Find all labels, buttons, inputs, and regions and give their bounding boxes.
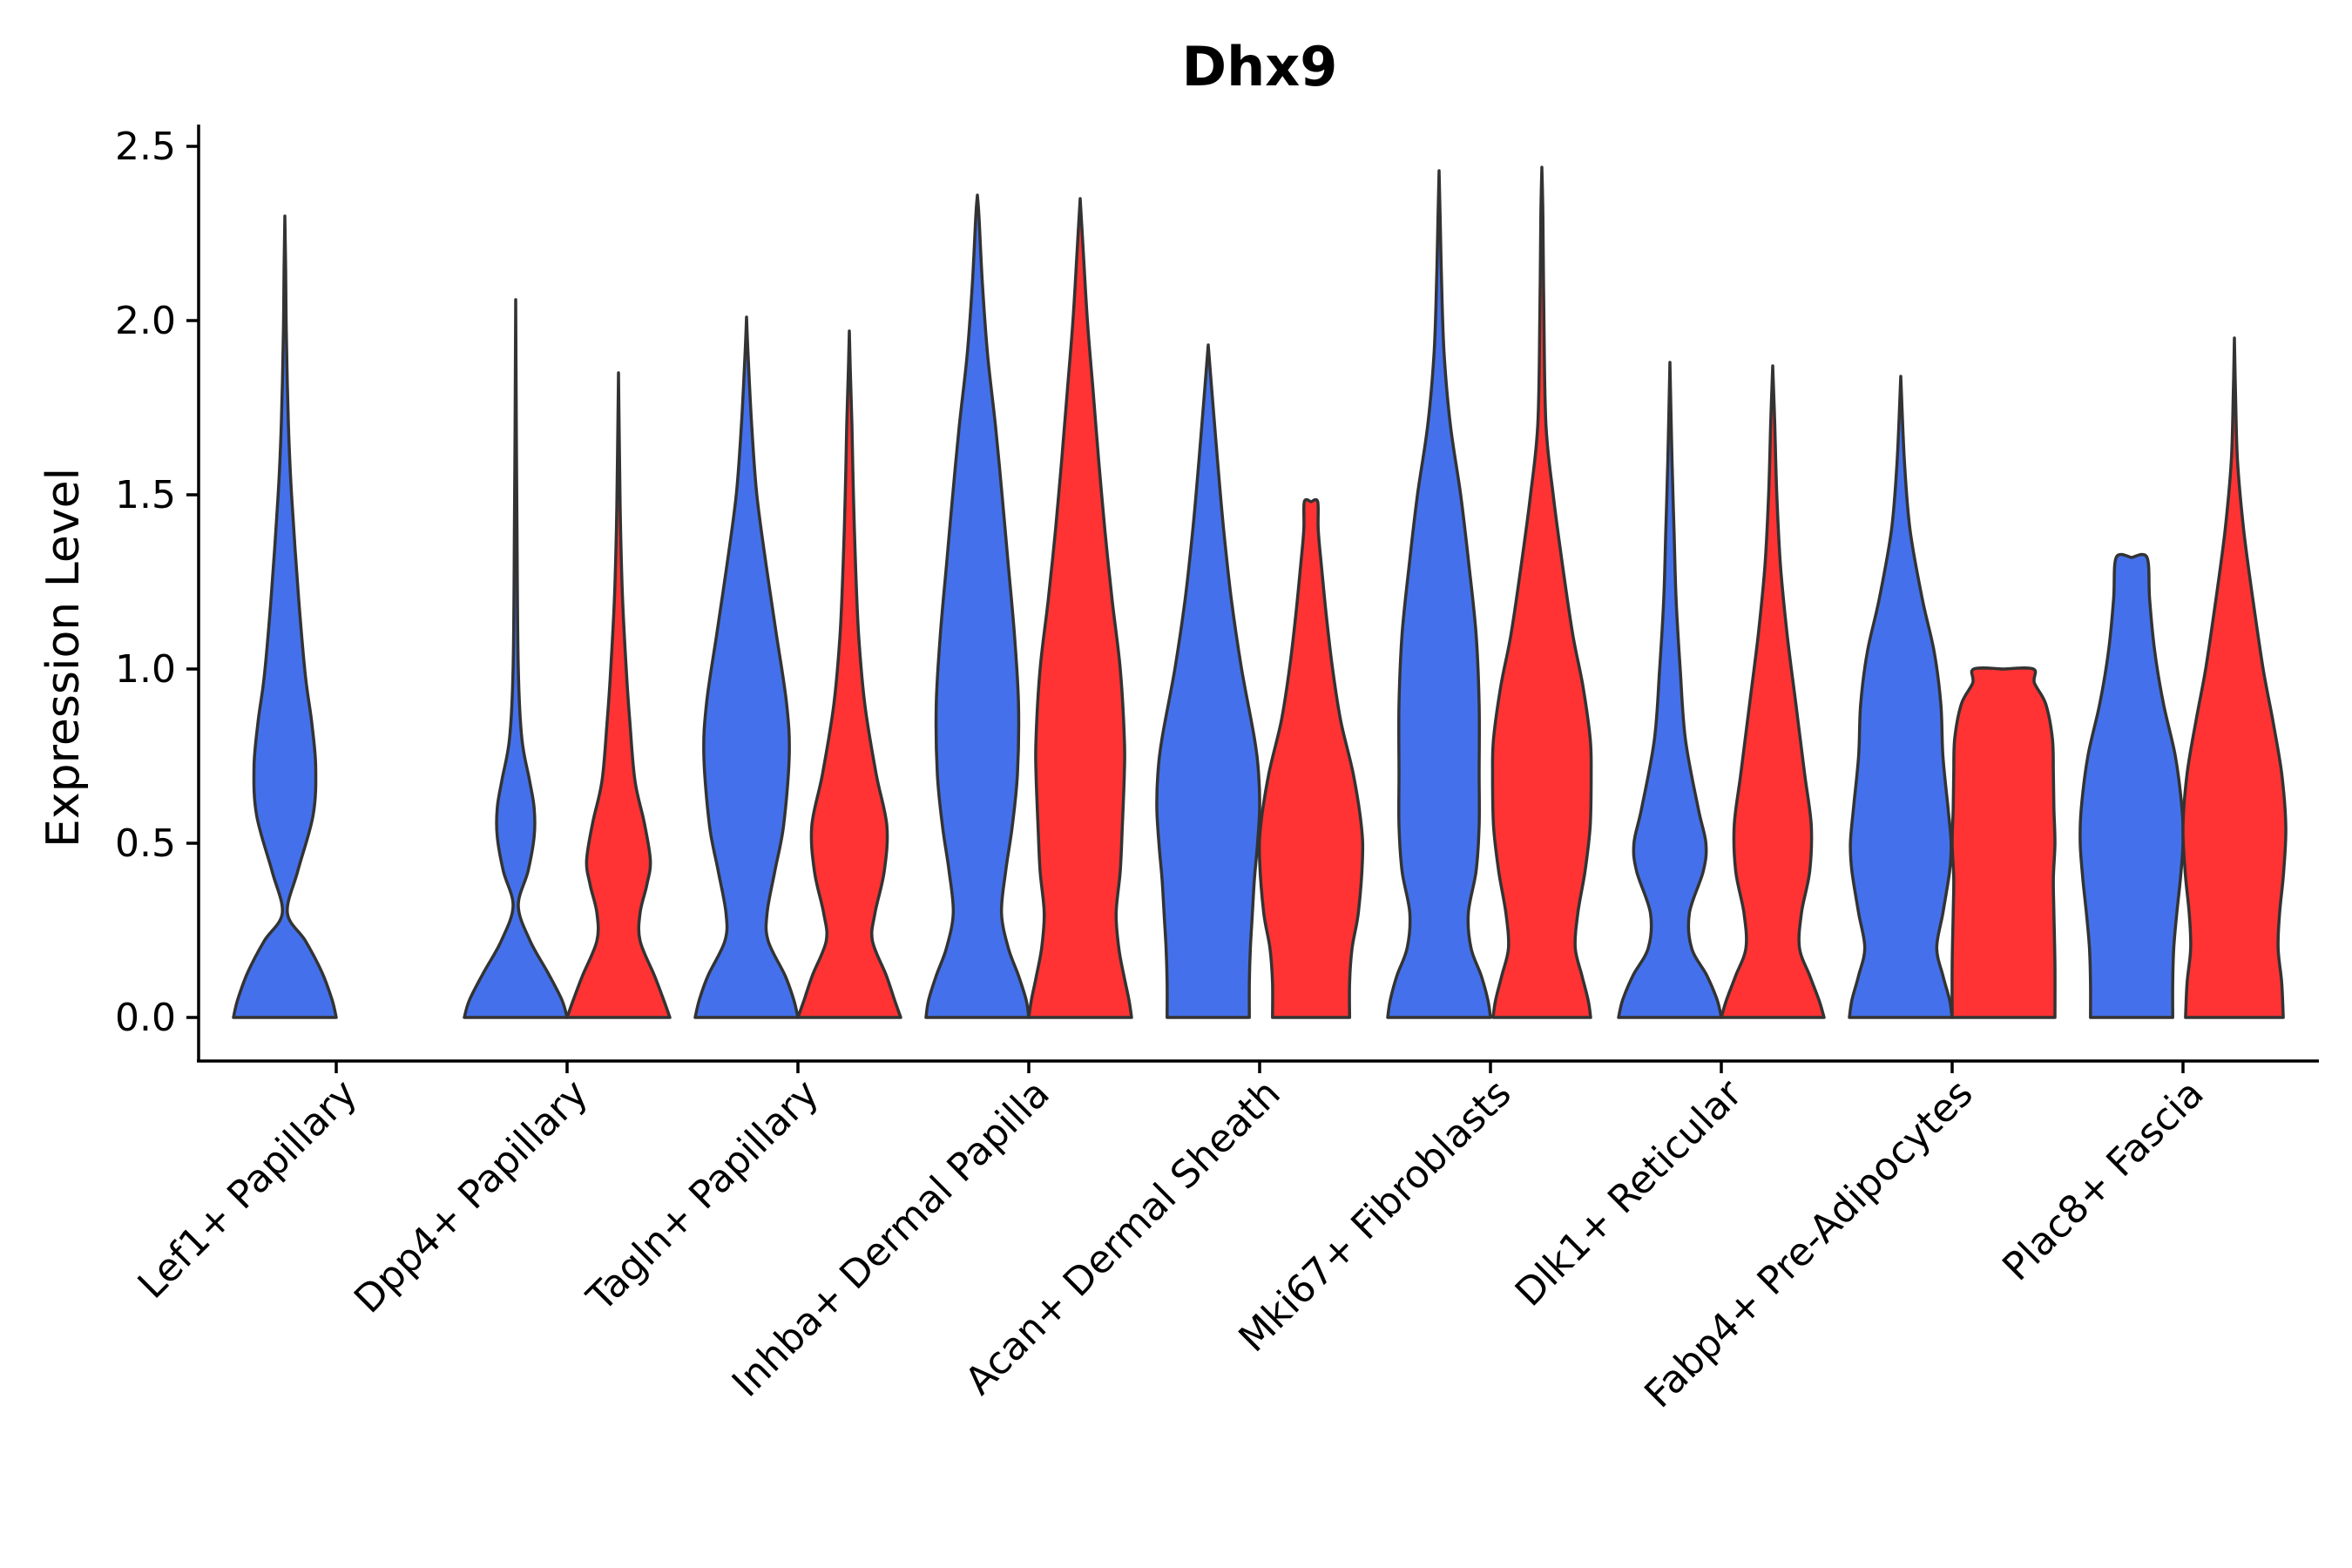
violin-group (232, 166, 2288, 1019)
y-tick-label: 2.0 (115, 299, 176, 343)
x-tick-label: Dlk1+ Reticular (1507, 1071, 1752, 1315)
violin-blue (693, 315, 800, 1019)
violin-red (565, 371, 672, 1019)
violin-red (1720, 364, 1826, 1019)
axes (197, 125, 2319, 1063)
y-axis-label: Expression Level (37, 468, 90, 848)
violin-blue (1617, 361, 1723, 1019)
violin-blue (924, 193, 1031, 1019)
violin-blue (1386, 169, 1492, 1019)
x-tick-label: Dpp4+ Papillary (346, 1071, 597, 1322)
y-tick-label: 2.5 (115, 125, 176, 169)
y-tick-label: 0.0 (115, 996, 176, 1040)
violin-red (796, 329, 902, 1019)
chart-title: Dhx9 (1182, 35, 1338, 98)
x-tick-label: Plac8+ Fascia (1994, 1071, 2213, 1290)
y-tick-label: 1.0 (115, 647, 176, 692)
y-ticks: 0.0 0.5 1.0 1.5 2.0 2.5 (115, 125, 199, 1040)
x-tick-label: Tagln+ Papillary (578, 1071, 828, 1321)
violin-blue (1848, 375, 1954, 1019)
y-tick-label: 1.5 (115, 473, 176, 517)
violin-blue (2078, 552, 2185, 1019)
y-tick-label: 0.5 (115, 821, 176, 866)
x-tick-label: Lef1+ Papillary (130, 1071, 366, 1308)
violin-red (1490, 166, 1593, 1019)
violin-blue (463, 298, 569, 1019)
violin-red (2181, 336, 2288, 1019)
violin-red (1950, 666, 2057, 1019)
violin-red (1027, 197, 1133, 1019)
violin-blue (232, 214, 338, 1019)
violin-blue (1155, 343, 1261, 1019)
violin-red (1257, 497, 1365, 1019)
